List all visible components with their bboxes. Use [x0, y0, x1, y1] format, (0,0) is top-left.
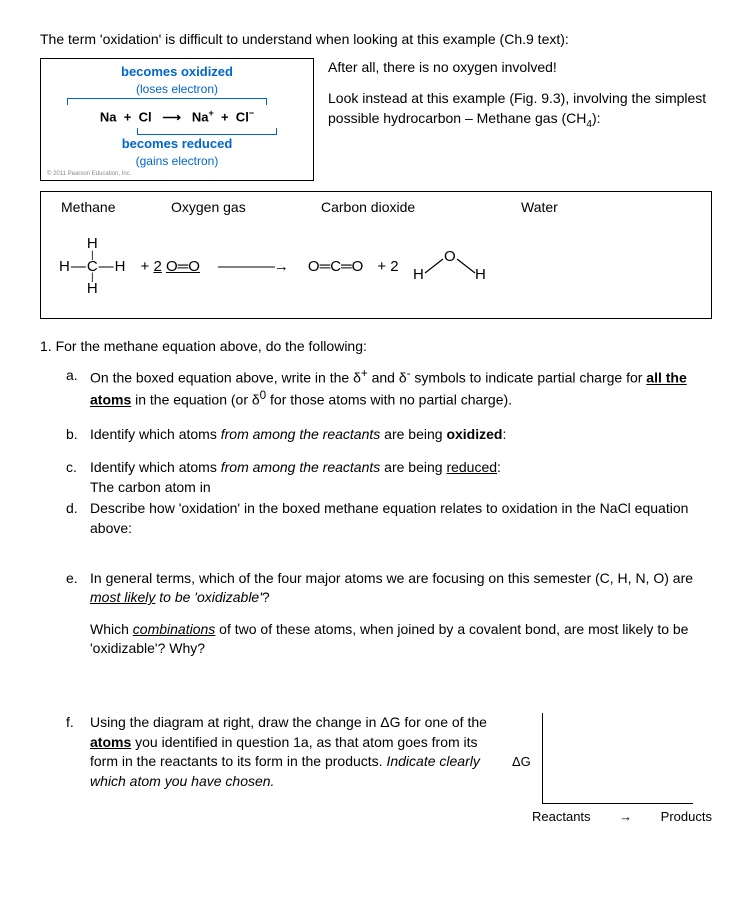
item-c: c. Identify which atoms from among the r…	[66, 458, 712, 497]
look-instead-text: Look instead at this example (Fig. 9.3),…	[328, 89, 712, 131]
water-structure: H O H	[409, 247, 487, 287]
question-1: 1. For the methane equation above, do th…	[40, 337, 712, 357]
label-oxygen: Oxygen gas	[171, 198, 321, 218]
item-e: e. In general terms, which of the four m…	[66, 569, 712, 659]
x-reactants: Reactants	[532, 808, 591, 826]
axes	[542, 713, 693, 804]
item-a: a. On the boxed equation above, write in…	[66, 366, 712, 411]
svg-text:H: H	[413, 266, 424, 283]
plus-1: + 2 O═O	[141, 256, 200, 277]
nacl-equation: Na + Cl ⟶ Na+ + Cl−	[47, 107, 307, 127]
right-text: After all, there is no oxygen involved! …	[328, 58, 712, 144]
credit: © 2011 Pearson Education, Inc.	[47, 170, 307, 178]
x-products: Products	[661, 808, 712, 826]
bracket-top	[67, 98, 267, 105]
reaction-molecules: H | H—C—H | H + 2 O═O ————→ O═C═O + 2 H …	[51, 236, 701, 298]
no-oxygen-text: After all, there is no oxygen involved!	[328, 58, 712, 78]
item-d: d. Describe how 'oxidation' in the boxed…	[66, 499, 712, 538]
label-water: Water	[521, 198, 558, 218]
delta-g-diagram: ΔG Reactants → Products	[512, 713, 712, 826]
oxidized-sub: (loses electron)	[47, 81, 307, 98]
svg-text:H: H	[475, 266, 486, 283]
plus-2: + 2	[377, 256, 398, 277]
y-axis-label: ΔG	[512, 753, 531, 771]
bracket-bot	[137, 128, 277, 135]
item-b: b. Identify which atoms from among the r…	[66, 425, 712, 445]
methane-structure: H | H—C—H | H	[59, 236, 127, 298]
top-row: becomes oxidized (loses electron) Na + C…	[40, 58, 712, 182]
svg-text:O: O	[444, 248, 456, 265]
oxidized-label: becomes oxidized	[47, 63, 307, 81]
label-co2: Carbon dioxide	[321, 198, 521, 218]
reduced-sub: (gains electron)	[47, 153, 307, 170]
reaction-arrow: ————→	[218, 256, 288, 277]
reaction-labels: Methane Oxygen gas Carbon dioxide Water	[51, 198, 701, 218]
methane-reaction-box: Methane Oxygen gas Carbon dioxide Water …	[40, 191, 712, 318]
reduced-label: becomes reduced	[47, 135, 307, 153]
x-arrow-icon: →	[619, 808, 632, 826]
label-methane: Methane	[51, 198, 171, 218]
co2-structure: O═C═O	[308, 256, 363, 277]
item-f: f. Using the diagram at right, draw the …	[66, 713, 712, 826]
sub-questions: a. On the boxed equation above, write in…	[66, 366, 712, 826]
nacl-diagram: becomes oxidized (loses electron) Na + C…	[40, 58, 314, 182]
intro-text: The term 'oxidation' is difficult to und…	[40, 30, 712, 50]
